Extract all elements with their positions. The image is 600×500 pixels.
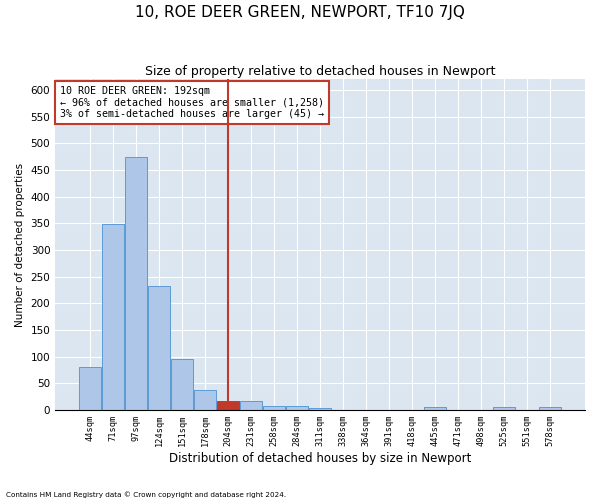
Bar [148, 286, 170, 410]
Text: Contains HM Land Registry data © Crown copyright and database right 2024.: Contains HM Land Registry data © Crown c… [6, 492, 286, 498]
Bar [79, 368, 101, 410]
Bar [424, 408, 446, 410]
Bar [102, 224, 124, 410]
Bar [493, 408, 515, 410]
Bar [194, 390, 216, 410]
Text: 10, ROE DEER GREEN, NEWPORT, TF10 7JQ: 10, ROE DEER GREEN, NEWPORT, TF10 7JQ [135, 5, 465, 20]
Bar [286, 406, 308, 410]
Title: Size of property relative to detached houses in Newport: Size of property relative to detached ho… [145, 65, 496, 78]
Y-axis label: Number of detached properties: Number of detached properties [15, 162, 25, 326]
Bar [309, 408, 331, 410]
Bar [217, 401, 239, 410]
X-axis label: Distribution of detached houses by size in Newport: Distribution of detached houses by size … [169, 452, 471, 465]
Bar [263, 406, 285, 410]
Bar [539, 408, 561, 410]
Bar [125, 156, 147, 410]
Bar [240, 401, 262, 410]
Bar [171, 360, 193, 410]
Text: 10 ROE DEER GREEN: 192sqm
← 96% of detached houses are smaller (1,258)
3% of sem: 10 ROE DEER GREEN: 192sqm ← 96% of detac… [61, 86, 325, 119]
